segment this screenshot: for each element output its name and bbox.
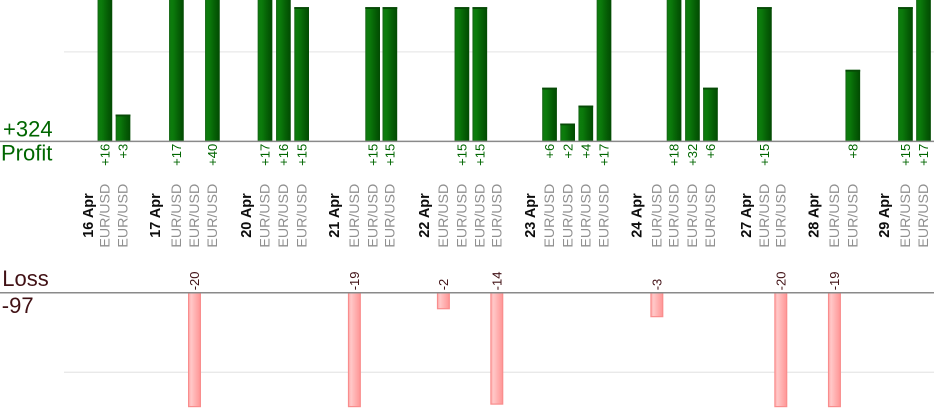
svg-text:+15: +15 [757, 144, 772, 166]
svg-text:EUR/USD: EUR/USD [898, 184, 914, 248]
svg-text:Profit: Profit [1, 141, 52, 166]
svg-text:23 Apr: 23 Apr [523, 193, 539, 238]
svg-text:EUR/USD: EUR/USD [578, 184, 594, 248]
svg-text:+40: +40 [205, 144, 220, 166]
svg-text:EUR/USD: EUR/USD [757, 184, 773, 248]
svg-text:-14: -14 [489, 272, 504, 291]
svg-text:+15: +15 [383, 144, 398, 166]
svg-text:-19: -19 [347, 272, 362, 291]
svg-text:+6: +6 [542, 144, 557, 159]
svg-text:22 Apr: 22 Apr [417, 193, 433, 238]
svg-text:EUR/USD: EUR/USD [436, 184, 452, 248]
svg-text:+15: +15 [898, 144, 913, 166]
svg-text:+8: +8 [845, 144, 860, 159]
svg-text:-2: -2 [436, 279, 451, 291]
svg-text:EUR/USD: EUR/USD [365, 184, 381, 248]
svg-text:+4: +4 [578, 144, 593, 159]
svg-text:EUR/USD: EUR/USD [650, 184, 666, 248]
svg-text:EUR/USD: EUR/USD [383, 184, 399, 248]
svg-text:+16: +16 [276, 144, 291, 166]
svg-text:-20: -20 [187, 272, 202, 291]
svg-text:EUR/USD: EUR/USD [560, 184, 576, 248]
svg-text:Loss: Loss [2, 266, 48, 291]
svg-text:EUR/USD: EUR/USD [542, 184, 558, 248]
svg-text:EUR/USD: EUR/USD [472, 184, 488, 248]
svg-text:+15: +15 [294, 144, 309, 166]
svg-text:+17: +17 [916, 144, 931, 166]
svg-text:29 Apr: 29 Apr [877, 193, 893, 238]
svg-text:EUR/USD: EUR/USD [489, 184, 505, 248]
svg-text:EUR/USD: EUR/USD [703, 184, 719, 248]
svg-text:-3: -3 [650, 279, 665, 291]
svg-text:+16: +16 [98, 144, 113, 166]
svg-text:27 Apr: 27 Apr [739, 193, 755, 238]
svg-text:EUR/USD: EUR/USD [773, 184, 789, 248]
svg-text:EUR/USD: EUR/USD [294, 184, 310, 248]
svg-text:+17: +17 [597, 144, 612, 166]
svg-text:EUR/USD: EUR/USD [258, 184, 274, 248]
svg-text:+6: +6 [703, 144, 718, 159]
svg-text:EUR/USD: EUR/USD [98, 184, 114, 248]
svg-text:17 Apr: 17 Apr [148, 193, 164, 238]
svg-text:EUR/USD: EUR/USD [455, 184, 471, 248]
svg-text:24 Apr: 24 Apr [629, 193, 645, 238]
svg-text:21 Apr: 21 Apr [327, 193, 343, 238]
svg-text:-97: -97 [2, 293, 34, 318]
svg-text:+3: +3 [116, 144, 131, 159]
svg-text:20 Apr: 20 Apr [239, 193, 255, 238]
svg-text:EUR/USD: EUR/USD [205, 184, 221, 248]
svg-text:+17: +17 [169, 144, 184, 166]
svg-text:+18: +18 [667, 144, 682, 166]
svg-text:EUR/USD: EUR/USD [845, 184, 861, 248]
svg-text:+2: +2 [560, 144, 575, 159]
svg-text:+15: +15 [472, 144, 487, 166]
svg-text:-20: -20 [773, 272, 788, 291]
svg-text:EUR/USD: EUR/USD [276, 184, 292, 248]
svg-text:+15: +15 [455, 144, 470, 166]
svg-text:EUR/USD: EUR/USD [597, 184, 613, 248]
svg-text:+15: +15 [365, 144, 380, 166]
svg-text:EUR/USD: EUR/USD [116, 184, 132, 248]
svg-text:EUR/USD: EUR/USD [685, 184, 701, 248]
svg-text:+32: +32 [685, 144, 700, 166]
svg-text:EUR/USD: EUR/USD [827, 184, 843, 248]
svg-text:+324: +324 [3, 116, 53, 141]
svg-text:EUR/USD: EUR/USD [187, 184, 203, 248]
svg-text:+17: +17 [258, 144, 273, 166]
svg-text:EUR/USD: EUR/USD [667, 184, 683, 248]
svg-text:28 Apr: 28 Apr [806, 193, 822, 238]
svg-text:EUR/USD: EUR/USD [347, 184, 363, 248]
svg-text:-19: -19 [827, 272, 842, 291]
svg-text:EUR/USD: EUR/USD [169, 184, 185, 248]
svg-text:EUR/USD: EUR/USD [916, 184, 932, 248]
svg-text:16 Apr: 16 Apr [81, 193, 97, 238]
